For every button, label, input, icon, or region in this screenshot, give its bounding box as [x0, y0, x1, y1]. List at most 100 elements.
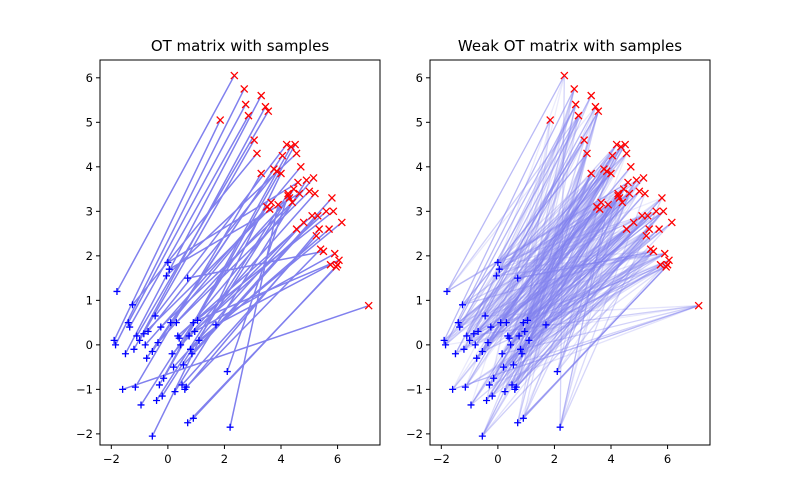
y-tick-label: 1	[416, 293, 423, 307]
y-tick-label: −1	[76, 382, 93, 396]
transport-line	[446, 106, 596, 292]
source-sample-point	[157, 323, 165, 331]
source-sample-point	[460, 345, 468, 353]
transport-line	[522, 204, 609, 419]
transport-line	[446, 75, 565, 292]
transport-line	[501, 170, 608, 355]
source-sample-point	[487, 323, 495, 331]
target-sample-point	[284, 191, 293, 200]
target-sample-point	[635, 187, 644, 196]
x-tick-label: 4	[607, 452, 614, 466]
source-sample-point	[141, 341, 149, 349]
source-sample-point	[449, 385, 457, 393]
target-sample-point	[284, 189, 293, 198]
target-sample-point	[240, 84, 249, 93]
source-sample-point	[556, 423, 564, 431]
target-sample-point	[607, 169, 615, 178]
transport-line	[481, 250, 654, 437]
source-sample-point	[140, 330, 148, 338]
transport-line	[505, 115, 580, 323]
target-sample-point	[272, 167, 281, 176]
target-sample-point	[261, 102, 270, 111]
transport-line	[556, 195, 619, 372]
target-sample-point	[639, 173, 648, 182]
right-panel-weak-ot-matrix: −2 0 2 4 6 −2 −1 0 1 2 3 4 5 6 Weak OT matrix with sa…	[406, 37, 711, 466]
target-sample-point	[309, 173, 318, 182]
transport-line	[226, 195, 289, 372]
source-sample-point	[185, 332, 193, 340]
plot-frame	[429, 59, 711, 446]
transport-line	[522, 264, 669, 419]
source-sample-point	[473, 354, 481, 362]
transport-line	[466, 146, 622, 337]
transport-line	[469, 139, 585, 341]
transport-line	[503, 222, 635, 368]
source-sample-point	[113, 287, 121, 295]
transport-line	[184, 228, 320, 390]
transport-line	[178, 177, 315, 339]
y-tick-label: 3	[86, 204, 93, 218]
sample-markers	[440, 71, 703, 440]
target-sample-point	[622, 149, 631, 158]
source-sample-point	[151, 312, 159, 320]
transport-line	[113, 119, 221, 341]
transport-line	[485, 119, 551, 401]
source-sample-point	[137, 401, 145, 409]
y-tick-label: 5	[86, 115, 93, 129]
source-sample-point	[158, 392, 166, 400]
chart-title: OT matrix with samples	[151, 37, 330, 55]
transport-line	[504, 210, 664, 393]
source-sample-point	[459, 301, 467, 309]
source-sample-point	[512, 383, 520, 391]
source-sample-point	[519, 319, 527, 327]
target-sample-point	[612, 140, 621, 149]
y-tick-label: 6	[86, 71, 93, 85]
transport-line	[477, 153, 628, 332]
transport-line	[469, 201, 623, 341]
source-sample-point	[525, 336, 533, 344]
target-sample-point	[325, 225, 334, 234]
transport-line	[476, 204, 609, 359]
source-sample-point	[177, 341, 185, 349]
target-sample-point	[319, 247, 328, 256]
transport-line	[497, 250, 654, 264]
transport-line	[464, 206, 598, 388]
source-sample-point	[466, 336, 474, 344]
target-sample-point	[326, 260, 335, 269]
source-sample-point	[471, 341, 479, 349]
source-sample-point	[182, 383, 190, 391]
target-sample-point	[327, 194, 336, 202]
transport-line	[445, 305, 699, 346]
target-sample-point	[660, 249, 669, 258]
target-sample-point	[244, 111, 253, 120]
source-sample-point	[454, 319, 462, 327]
transport-line	[470, 197, 621, 406]
target-sample-point	[312, 231, 321, 240]
sample-markers	[110, 71, 373, 440]
transport-line	[215, 264, 331, 326]
source-sample-point	[490, 374, 498, 382]
source-sample-point	[136, 336, 144, 344]
target-sample-point	[642, 231, 651, 240]
target-sample-point	[282, 140, 291, 149]
transport-line	[521, 264, 668, 355]
target-sample-point	[286, 142, 295, 151]
source-sample-point	[170, 363, 178, 371]
transport-line	[507, 215, 643, 337]
source-sample-point	[130, 345, 138, 353]
target-sample-point	[364, 301, 373, 310]
target-sample-point	[292, 225, 301, 234]
target-sample-point	[322, 207, 331, 216]
source-sample-point	[478, 432, 486, 440]
x-tick-label: 2	[221, 452, 228, 466]
target-sample-point	[257, 91, 266, 100]
y-tick-label: 2	[416, 249, 423, 263]
x-tick-label: 0	[494, 452, 501, 466]
target-sample-point	[335, 256, 343, 265]
target-sample-point	[288, 198, 297, 207]
source-sample-point	[443, 287, 451, 295]
transport-line	[522, 179, 638, 419]
y-tick-label: 5	[416, 115, 423, 129]
target-sample-point	[626, 162, 635, 171]
